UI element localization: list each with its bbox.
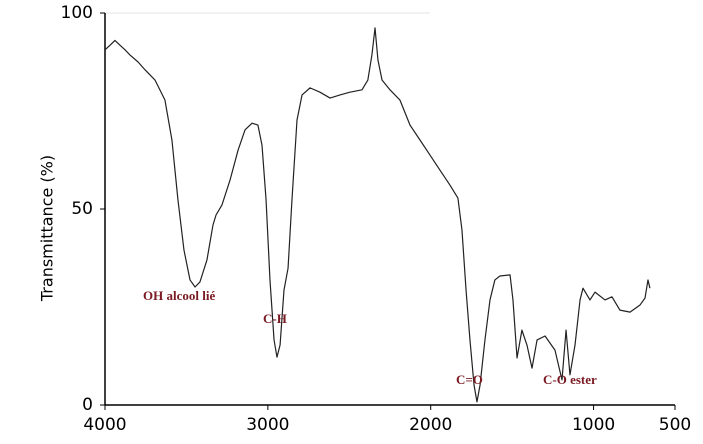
peak-annotation: C-O ester xyxy=(543,372,597,387)
x-tick-label: 500 xyxy=(659,415,691,435)
y-tick-label: 100 xyxy=(61,3,93,23)
x-tick-label: 2000 xyxy=(409,415,452,435)
y-axis-title: Transmittance (%) xyxy=(38,155,57,302)
spectrum-line xyxy=(104,27,651,403)
peak-annotation: C=O xyxy=(456,372,483,387)
y-tick-label: 50 xyxy=(71,199,93,219)
peak-annotation: OH alcool lié xyxy=(143,288,215,303)
x-tick-label: 4000 xyxy=(83,415,126,435)
y-tick-label: 0 xyxy=(82,395,93,415)
x-tick-label: 1000 xyxy=(572,415,615,435)
x-tick-label: 3000 xyxy=(246,415,289,435)
peak-annotation: C-H xyxy=(263,311,287,326)
